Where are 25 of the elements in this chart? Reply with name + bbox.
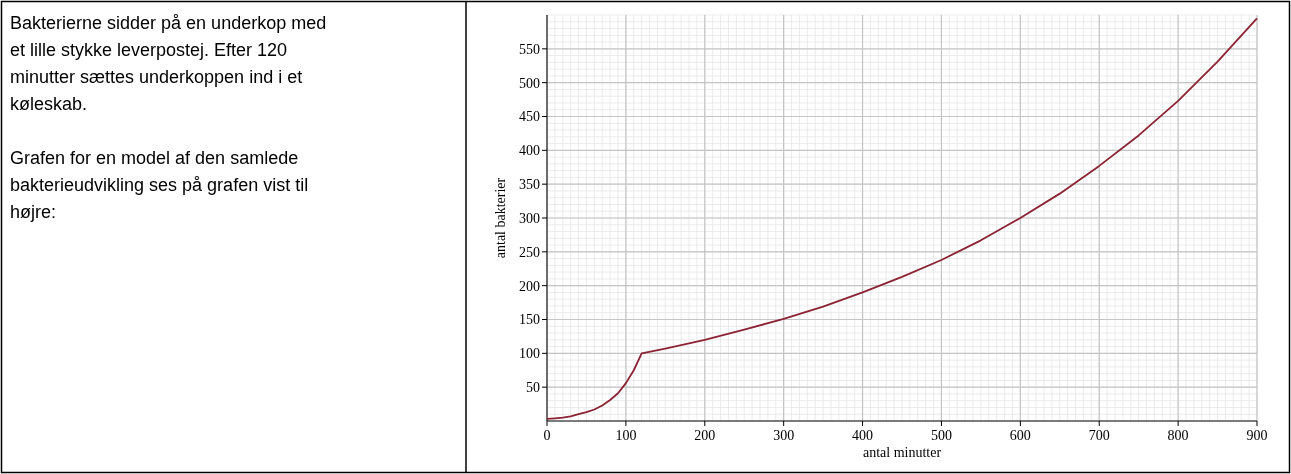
y-tick-label: 150 xyxy=(519,312,540,328)
text: Bakterierne sidder på en underkop med et lille stykke leverpostej. Efter 120 minutter sættes underkoppen ind i et køleskab. xyxy=(10,12,328,116)
y-tick-label: 550 xyxy=(519,41,540,57)
x-tick-label: 200 xyxy=(694,428,716,443)
x-tick-label: 100 xyxy=(615,428,637,443)
y-tick-label: 200 xyxy=(519,278,540,294)
x-axis-title: antal minutter xyxy=(862,445,942,460)
y-tick-label: 300 xyxy=(519,210,540,226)
y-tick-label: 350 xyxy=(519,177,540,193)
y-tick-label: 450 xyxy=(519,109,540,125)
text: Grafen for en model af den samlede bakterieudvikling ses på grafen vist til højre: xyxy=(10,147,310,224)
x-tick-label: 800 xyxy=(1167,428,1189,443)
x-tick-label: 400 xyxy=(852,428,874,443)
x-tick-label: 600 xyxy=(1009,428,1031,443)
x-tick-label: 300 xyxy=(773,428,795,443)
x-tick-label: 900 xyxy=(1246,428,1268,443)
y-tick-label: 250 xyxy=(519,244,540,260)
x-tick-label: 0 xyxy=(543,428,551,443)
y-axis-title: antal bakterier xyxy=(493,177,508,259)
y-tick-label: 50 xyxy=(526,380,540,396)
y-tick-label: 100 xyxy=(519,346,540,362)
x-tick-label: 500 xyxy=(930,428,952,443)
x-tick-label: 700 xyxy=(1088,428,1110,443)
y-tick-label: 400 xyxy=(519,143,540,159)
y-tick-label: 500 xyxy=(519,75,540,91)
